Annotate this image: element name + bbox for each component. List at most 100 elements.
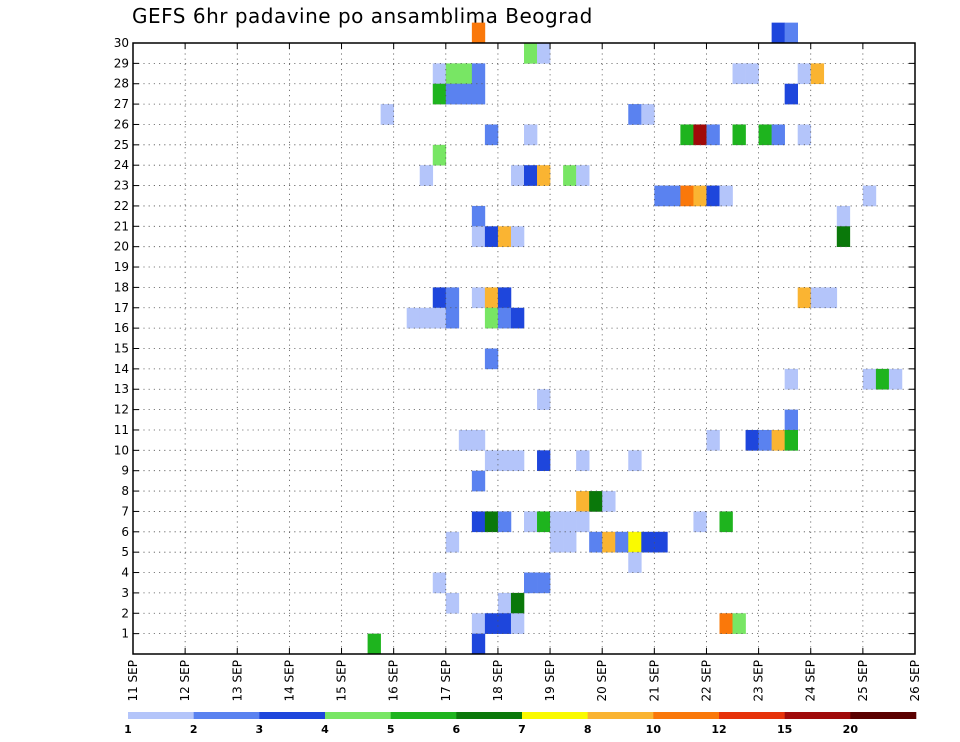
heatmap-cell xyxy=(445,83,460,105)
heatmap-cell xyxy=(771,22,785,44)
heatmap-cell xyxy=(484,511,499,533)
axes: 1234567891011121314151617181920212223242… xyxy=(114,36,922,702)
legend-swatch xyxy=(522,712,588,719)
heatmap-cell xyxy=(524,572,538,594)
heatmap-cell xyxy=(576,450,590,471)
heatmap-cell xyxy=(432,572,447,594)
y-tick-label: 22 xyxy=(114,199,129,213)
heatmap-cell xyxy=(563,511,577,533)
heatmap-cell xyxy=(641,104,655,125)
heatmap-cell xyxy=(432,307,447,329)
heatmap-cell xyxy=(693,185,707,207)
heatmap-cell xyxy=(537,450,551,471)
heatmap-cell xyxy=(471,287,486,309)
heatmap-cell xyxy=(693,124,707,146)
legend-swatch xyxy=(653,712,720,719)
y-tick-label: 9 xyxy=(121,464,129,478)
heatmap-cell xyxy=(432,144,447,166)
heatmap-cell xyxy=(862,368,877,390)
y-tick-label: 18 xyxy=(114,280,129,294)
heatmap-cell xyxy=(524,43,538,64)
y-tick-label: 10 xyxy=(114,443,129,457)
heatmap-cell xyxy=(537,43,551,64)
legend-label: 12 xyxy=(711,723,726,736)
heatmap-cell xyxy=(484,450,499,471)
x-tick-label: 12 SEP xyxy=(178,660,192,702)
heatmap-cell xyxy=(510,226,525,247)
heatmap-cell xyxy=(602,531,616,553)
legend-swatch xyxy=(587,712,654,719)
y-tick-label: 6 xyxy=(121,525,129,539)
y-tick-label: 13 xyxy=(114,382,129,396)
color-legend: 1 2 3 4 5 6 7 8 10 12 15 20 xyxy=(124,712,917,736)
x-tick-label: 23 SEP xyxy=(752,660,766,702)
heatmap-cell xyxy=(862,185,877,207)
heatmap-cell xyxy=(589,531,603,553)
heatmap-cell xyxy=(510,450,525,471)
x-tick-label: 14 SEP xyxy=(282,660,296,702)
legend-swatch xyxy=(259,712,326,719)
y-tick-label: 4 xyxy=(121,566,129,580)
heatmap-cell xyxy=(458,63,473,85)
chart-title: GEFS 6hr padavine po ansamblima Beograd xyxy=(132,4,593,28)
heatmap-cell xyxy=(797,124,812,146)
heatmap-cell xyxy=(497,287,512,309)
heatmap-cell xyxy=(458,83,473,105)
heatmap-cell xyxy=(576,491,590,512)
x-tick-label: 11 SEP xyxy=(126,660,140,702)
x-tick-label: 13 SEP xyxy=(230,660,244,702)
heatmap-cell xyxy=(510,307,525,329)
heatmap-cell xyxy=(732,613,746,634)
heatmap-cell xyxy=(784,83,798,105)
heatmap-cell xyxy=(784,368,798,390)
heatmap-cell xyxy=(471,22,486,44)
x-tick-label: 20 SEP xyxy=(595,660,609,702)
heatmap-cell xyxy=(732,63,746,85)
heatmap-cell xyxy=(471,226,486,247)
heatmap-cell xyxy=(445,531,460,553)
heatmap-cell xyxy=(445,63,460,85)
heatmap-cell xyxy=(537,389,551,410)
y-tick-label: 20 xyxy=(114,240,129,254)
heatmap-cell xyxy=(563,531,577,553)
x-tick-label: 17 SEP xyxy=(439,660,453,702)
heatmap-cell xyxy=(419,307,434,329)
y-tick-label: 30 xyxy=(114,36,129,50)
heatmap-cell xyxy=(680,185,694,207)
heatmap-cell xyxy=(680,124,694,146)
heatmap-cell xyxy=(497,511,512,533)
legend-label: 4 xyxy=(321,723,329,736)
heatmap-cell xyxy=(576,165,590,186)
heatmap-cell xyxy=(719,613,733,634)
heatmap-cell xyxy=(550,511,564,533)
heatmap-cell xyxy=(797,63,812,85)
legend-swatch xyxy=(850,712,917,719)
heatmap-cell xyxy=(524,124,538,146)
heatmap-cell xyxy=(745,63,759,85)
heatmap-cell xyxy=(784,22,798,44)
legend-swatch xyxy=(128,712,194,719)
heatmap-cell xyxy=(510,165,525,186)
heatmap-cell xyxy=(615,531,629,553)
grid-lines xyxy=(133,43,915,654)
legend-label: 2 xyxy=(190,723,198,736)
heatmap-cell xyxy=(771,124,785,146)
heatmap-cell xyxy=(445,592,460,614)
y-tick-label: 25 xyxy=(114,138,129,152)
y-tick-label: 1 xyxy=(121,627,129,641)
heatmap-cell xyxy=(602,491,616,512)
legend-swatch xyxy=(193,712,260,719)
legend-label: 10 xyxy=(646,723,662,736)
heatmap-cell xyxy=(497,450,512,471)
heatmap-cell xyxy=(471,205,486,227)
x-tick-label: 16 SEP xyxy=(387,660,401,702)
x-tick-label: 18 SEP xyxy=(491,660,505,702)
heatmap-cell xyxy=(550,531,564,553)
heatmap-cell xyxy=(524,165,538,186)
heatmap-cell xyxy=(784,429,798,451)
heatmap-cell xyxy=(471,613,486,634)
heatmap-cell xyxy=(458,429,473,451)
y-tick-label: 28 xyxy=(114,77,129,91)
heatmap-cell xyxy=(810,63,825,85)
heatmap-cell xyxy=(888,368,903,390)
